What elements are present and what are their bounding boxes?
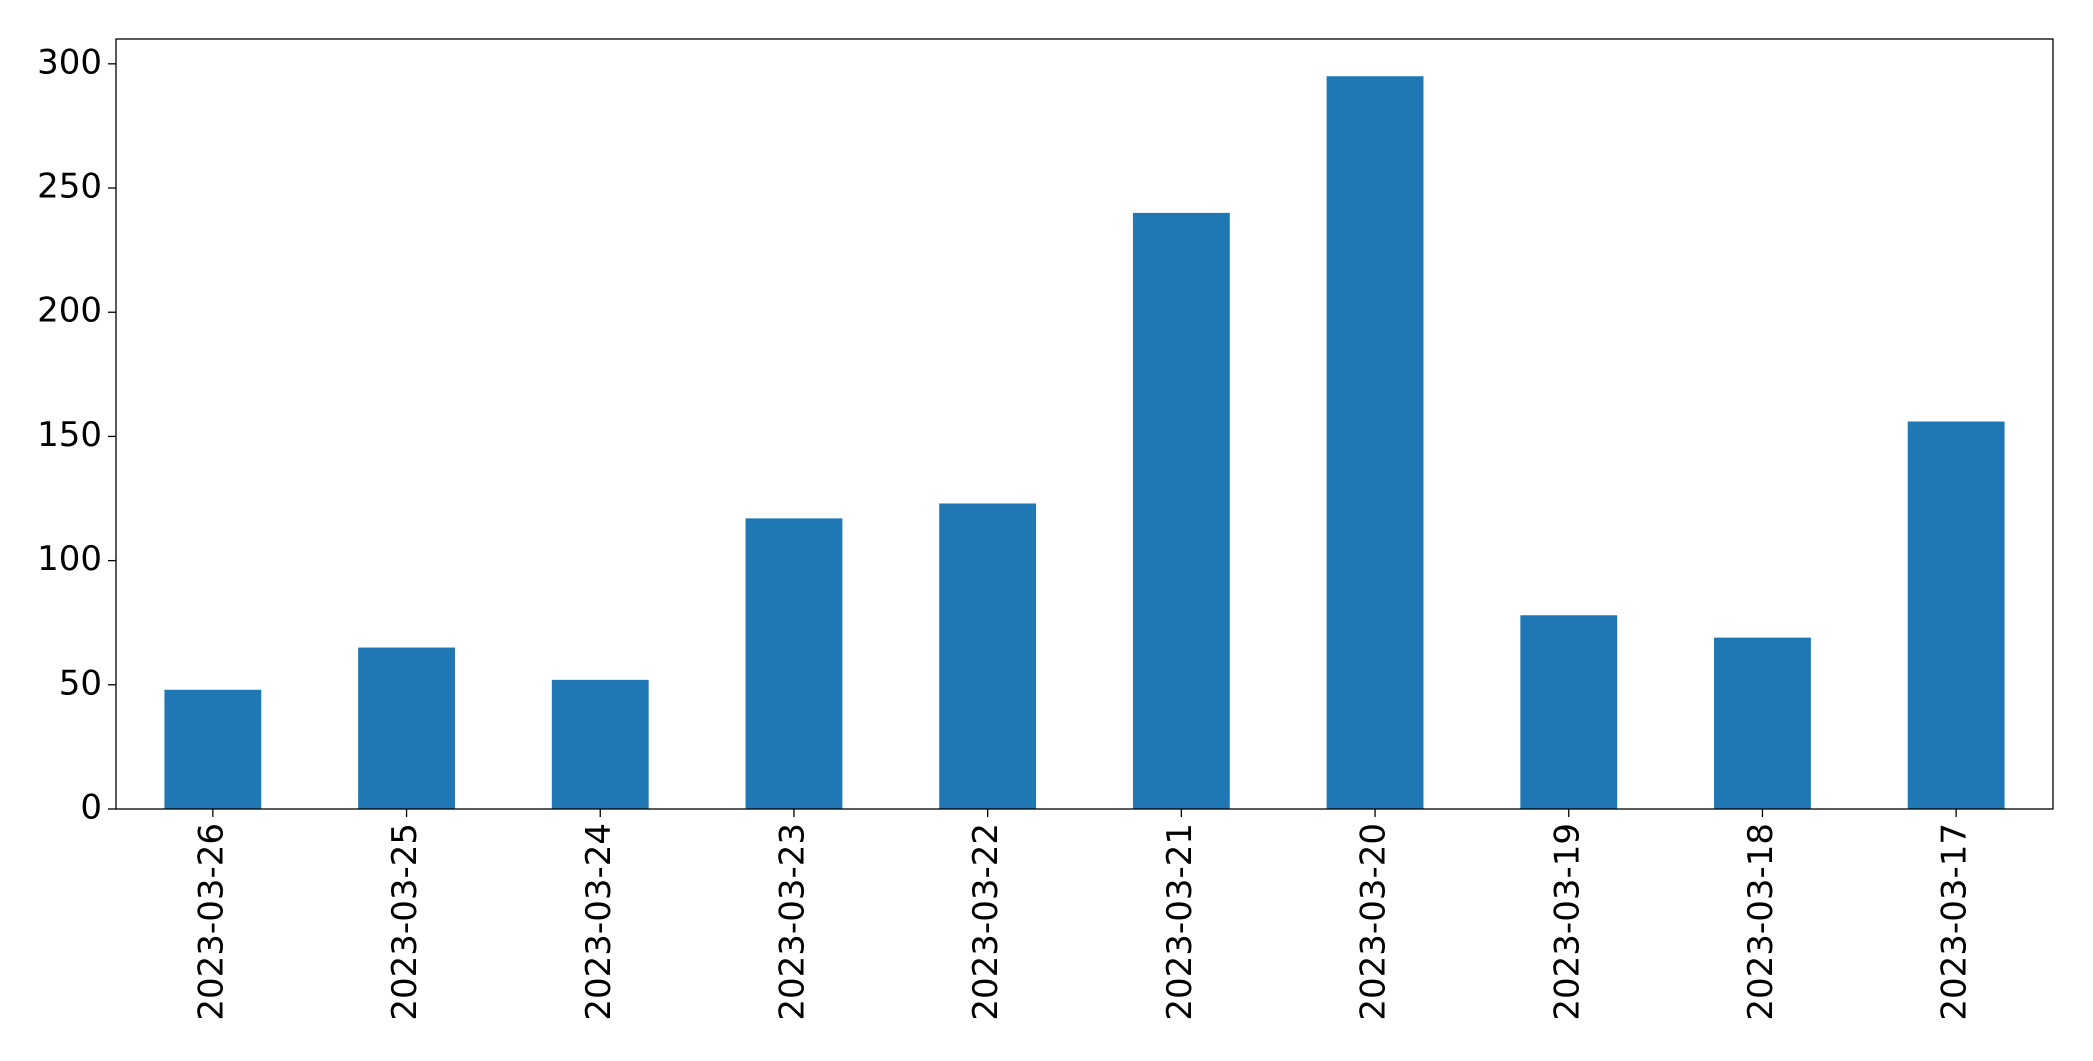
bar [358, 647, 455, 809]
y-tick-label: 100 [37, 539, 102, 579]
x-tick-label: 2023-03-23 [772, 823, 812, 1021]
bar [1132, 212, 1230, 809]
plot-frame [115, 38, 2054, 810]
bar [1907, 421, 2005, 809]
y-tick-label: 250 [37, 167, 102, 207]
bar [1714, 637, 1811, 809]
x-tick-label: 2023-03-22 [966, 823, 1006, 1021]
x-tick-label: 2023-03-21 [1160, 823, 1200, 1021]
x-tick-label: 2023-03-26 [191, 823, 231, 1021]
x-tick-label: 2023-03-19 [1547, 823, 1587, 1021]
bar [1326, 76, 1424, 810]
y-tick-label: 0 [80, 788, 102, 828]
bar [164, 689, 262, 809]
y-tick-label: 150 [37, 415, 102, 455]
y-tick-label: 300 [37, 42, 102, 82]
bar [939, 503, 1037, 809]
x-tick-label: 2023-03-25 [385, 823, 425, 1021]
y-tick-label: 50 [59, 663, 102, 703]
bar [745, 518, 843, 809]
y-tick-label: 200 [37, 291, 102, 331]
x-tick-label: 2023-03-24 [579, 823, 619, 1021]
x-tick-label: 2023-03-20 [1354, 823, 1394, 1021]
bar [1520, 615, 1618, 809]
x-tick-label: 2023-03-17 [1935, 823, 1975, 1021]
x-tick-label: 2023-03-18 [1741, 823, 1781, 1021]
bar [551, 679, 649, 809]
